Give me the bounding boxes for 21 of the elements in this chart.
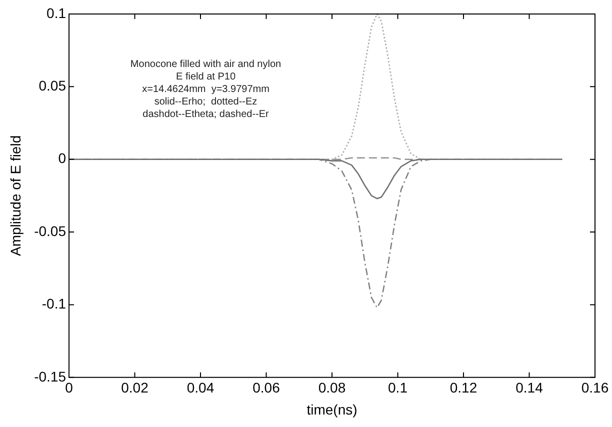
y-tick-label: -0.15: [34, 368, 66, 384]
annotation: Monocone filled with air and nylon: [130, 58, 282, 70]
y-tick-label: -0.1: [42, 296, 66, 312]
y-tick-label: 0.1: [46, 4, 66, 21]
annotation: x=14.4624mm y=3.9797mm: [142, 84, 270, 95]
annotation: solid--Erho; dotted--Ez: [154, 96, 258, 108]
y-tick-label: 0.05: [38, 78, 66, 94]
x-tick-label: 0.06: [252, 380, 280, 396]
x-axis-title: time(ns): [306, 401, 358, 418]
x-tick-label: 0.14: [516, 380, 544, 396]
annotation: E field at P10: [176, 71, 236, 82]
y-axis-title: Amplitude of E field: [7, 135, 24, 256]
annotation: dashdot--Etheta; dashed--Er: [142, 108, 270, 120]
y-tick-label: -0.05: [34, 222, 66, 239]
x-tick-label: 0.08: [318, 380, 346, 396]
x-tick-label: 0.1: [388, 380, 408, 396]
x-tick-label: 0.02: [121, 380, 149, 396]
x-tick-label: 0.04: [186, 380, 214, 396]
x-tick-label: 0.12: [450, 380, 478, 396]
y-tick-label: 0: [58, 150, 66, 166]
x-tick-label: 0.16: [581, 380, 609, 396]
